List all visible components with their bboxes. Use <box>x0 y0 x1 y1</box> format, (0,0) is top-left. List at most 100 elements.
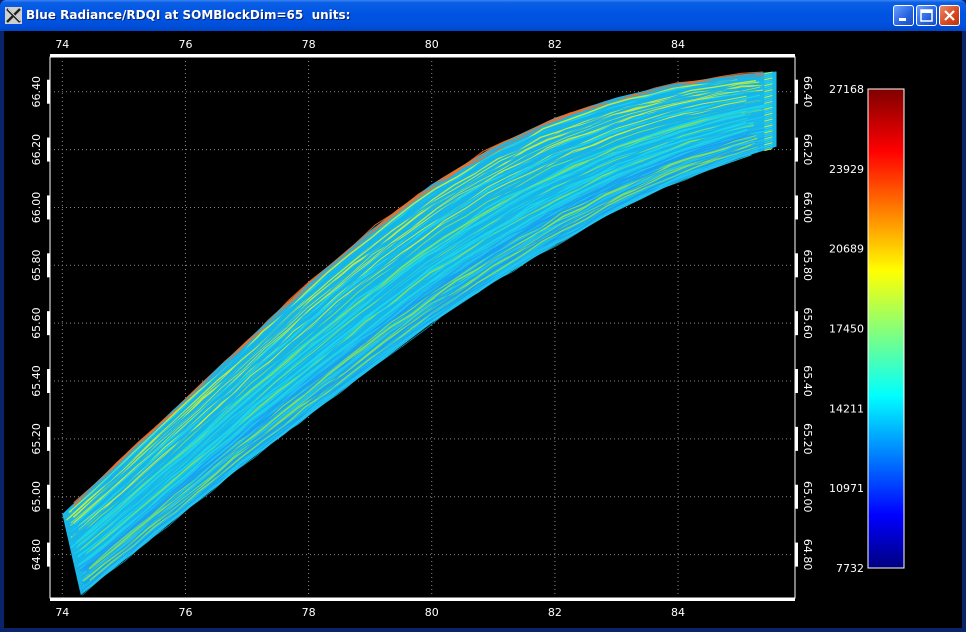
swath-streak <box>77 104 747 538</box>
swath-streak <box>77 108 768 546</box>
y-tick-mark-left <box>47 253 50 278</box>
bottom-axis-bar <box>50 598 795 601</box>
swath-fringe <box>764 79 773 83</box>
y-tick-mark-left <box>47 79 50 104</box>
colorbar-label: 20689 <box>829 243 864 256</box>
y-tick-label-left: 65.40 <box>30 365 43 397</box>
swath-streak <box>76 91 767 527</box>
swath-fringe <box>764 130 773 134</box>
swath-streak <box>75 107 744 542</box>
swath-fringe <box>764 134 773 138</box>
swath-streak <box>74 91 743 523</box>
maximize-icon <box>920 9 933 22</box>
y-tick-mark-right <box>795 426 798 451</box>
y-tick-label-left: 66.40 <box>30 76 43 108</box>
swath-fringe <box>764 71 773 75</box>
y-tick-label-right: 66.40 <box>801 76 814 108</box>
colorbar-label: 27168 <box>829 83 864 96</box>
y-tick-label-left: 66.20 <box>30 134 43 166</box>
swath-streak <box>80 146 771 593</box>
swath-streak <box>68 79 738 514</box>
swath-fringe <box>764 148 773 152</box>
y-tick-label-left: 65.80 <box>30 250 43 282</box>
y-tick-mark-left <box>47 137 50 162</box>
window-title: Blue Radiance/RDQI at SOMBlockDim=65 uni… <box>26 8 351 22</box>
swath-fringe <box>764 108 773 112</box>
colorbar-gradient <box>867 88 905 569</box>
swath-fringe <box>764 114 773 118</box>
y-tick-mark-left <box>47 311 50 336</box>
swath-fringe <box>764 136 773 140</box>
swath-streak <box>71 84 741 517</box>
x-tick-label-top: 76 <box>178 38 192 51</box>
x-tick-label-top: 78 <box>302 38 316 51</box>
swath-fringe <box>764 128 773 132</box>
y-tick-mark-right <box>795 195 798 220</box>
swath-fringe <box>764 112 773 116</box>
y-tick-mark-left <box>47 484 50 509</box>
colorbar-label: 7732 <box>836 562 864 575</box>
swath-fringe <box>764 110 773 114</box>
swath-fringe <box>764 144 773 148</box>
y-tick-label-left: 65.20 <box>30 423 43 455</box>
swath-streak <box>86 140 755 577</box>
y-tick-mark-right <box>795 542 798 567</box>
y-tick-label-right: 66.20 <box>801 134 814 166</box>
swath-fringe <box>764 85 773 89</box>
y-tick-mark-left <box>47 426 50 451</box>
swath-streak <box>86 133 756 569</box>
y-tick-label-right: 65.40 <box>801 365 814 397</box>
y-tick-mark-right <box>795 137 798 162</box>
y-tick-mark-right <box>795 484 798 509</box>
swath-fringe <box>764 87 773 91</box>
swath-streak <box>76 106 767 543</box>
swath-fringe <box>764 138 773 142</box>
swath-streak <box>70 90 739 526</box>
x-tick-label-bottom: 80 <box>425 606 439 619</box>
swath-fringe <box>764 140 773 144</box>
x-tick-label-top: 82 <box>548 38 562 51</box>
close-icon <box>944 10 955 21</box>
y-tick-label-right: 65.20 <box>801 423 814 455</box>
colorbar-label: 10971 <box>829 482 864 495</box>
y-tick-label-right: 65.60 <box>801 307 814 339</box>
swath-streak <box>82 137 773 581</box>
minimize-icon <box>899 18 906 21</box>
swath-streak <box>85 124 754 556</box>
swath-streak <box>73 79 743 511</box>
swath-streak <box>78 131 748 569</box>
title-bar[interactable]: Blue Radiance/RDQI at SOMBlockDim=65 uni… <box>0 0 966 31</box>
swath-fringe <box>764 142 773 146</box>
swath-fringe <box>764 104 773 108</box>
swath-streak <box>88 148 758 584</box>
swath-fringe <box>764 93 773 97</box>
swath-fringe <box>764 91 773 95</box>
swath-streak <box>73 116 764 555</box>
close-button[interactable] <box>939 5 960 26</box>
y-tick-mark-left <box>47 369 50 394</box>
swath-data <box>62 71 777 596</box>
maximize-button[interactable] <box>916 5 937 26</box>
y-tick-label-left: 64.80 <box>30 539 43 571</box>
swath-streak <box>81 155 751 596</box>
y-tick-mark-left <box>47 542 50 567</box>
swath-fringe <box>764 120 773 124</box>
swath-streak <box>84 121 754 554</box>
swath-fringe <box>764 100 773 104</box>
swath-streak <box>73 73 764 505</box>
y-tick-label-right: 64.80 <box>801 539 814 571</box>
swath-streak <box>85 138 754 572</box>
swath-fringe <box>764 116 773 120</box>
swath-streak <box>69 100 739 535</box>
x-tick-label-top: 74 <box>55 38 69 51</box>
swath-fringe <box>764 126 773 130</box>
minimize-button[interactable] <box>893 5 914 26</box>
y-tick-mark-right <box>795 311 798 336</box>
swath-streak <box>76 107 746 540</box>
swath-fringe <box>764 132 773 136</box>
y-tick-label-right: 65.00 <box>801 481 814 512</box>
y-tick-label-right: 66.00 <box>801 192 814 224</box>
swath-fringe <box>764 98 773 102</box>
x-tick-label-bottom: 82 <box>548 606 562 619</box>
